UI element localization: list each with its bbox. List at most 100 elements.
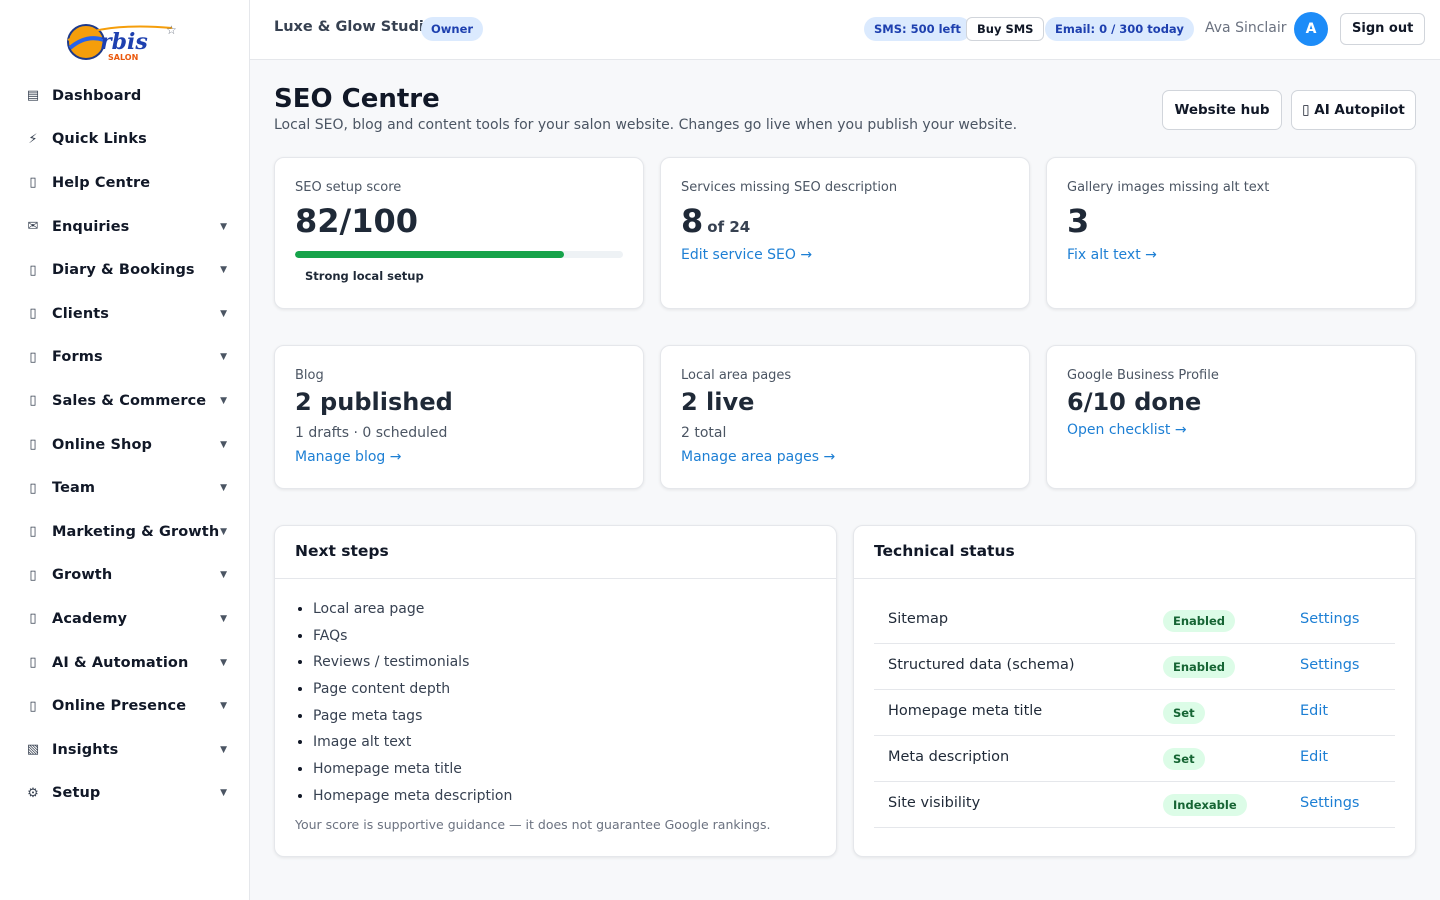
panel-title: Next steps	[295, 542, 389, 560]
sidebar-item-dashboard[interactable]: ▤ Dashboard	[0, 74, 249, 118]
sidebar-item-label: Academy	[52, 610, 128, 627]
sidebar-item-label: Sales & Commerce	[52, 392, 207, 409]
chevron-down-icon[interactable]: ▼	[220, 439, 227, 450]
chevron-down-icon[interactable]: ▼	[220, 265, 227, 276]
card-label: Google Business Profile	[1067, 368, 1219, 383]
help-centre-icon: ▯	[29, 175, 37, 191]
sidebar-item-insights[interactable]: ▧ Insights ▼	[0, 728, 249, 772]
next-step-item: Homepage meta title	[313, 759, 512, 786]
tech-item-name: Homepage meta title	[888, 703, 1043, 719]
chevron-down-icon[interactable]: ▼	[220, 352, 227, 363]
clients-icon: ▯	[29, 306, 37, 322]
orbis-salon-logo[interactable]: rbis SALON ☆	[64, 18, 184, 64]
chevron-down-icon[interactable]: ▼	[220, 395, 227, 406]
tech-action-link[interactable]: Edit	[1300, 749, 1329, 765]
chevron-down-icon[interactable]: ▼	[220, 744, 227, 755]
sidebar-item-clients[interactable]: ▯ Clients ▼	[0, 292, 249, 336]
sign-out-button[interactable]: Sign out	[1340, 13, 1426, 45]
services-missing-count: 8	[681, 202, 704, 240]
sms-balance-pill: SMS: 500 left	[864, 17, 971, 41]
star-icon: ☆	[166, 23, 177, 37]
online-presence-icon: ▯	[29, 698, 37, 714]
panel-title: Technical status	[874, 542, 1015, 560]
tech-action-link[interactable]: Edit	[1300, 703, 1329, 719]
sidebar-item-ai-automation[interactable]: ▯ AI & Automation ▼	[0, 641, 249, 685]
sidebar: rbis SALON ☆ ▤ Dashboard ⚡ Quick Links ▯ Help…	[0, 0, 250, 900]
ai-autopilot-button[interactable]: ▯ AI Autopilot	[1291, 90, 1416, 130]
sidebar-item-team[interactable]: ▯ Team ▼	[0, 466, 249, 510]
chevron-down-icon[interactable]: ▼	[220, 657, 227, 668]
chevron-down-icon[interactable]: ▼	[220, 221, 227, 232]
next-step-item: Homepage meta description	[313, 786, 512, 813]
blog-card: Blog 2 published 1 drafts · 0 scheduled …	[274, 345, 644, 489]
sidebar-item-sales-commerce[interactable]: ▯ Sales & Commerce ▼	[0, 379, 249, 423]
tech-item-name: Site visibility	[888, 795, 981, 811]
avatar[interactable]: A	[1294, 12, 1328, 46]
online-shop-icon: ▯	[29, 437, 37, 453]
tech-action-link[interactable]: Settings	[1300, 611, 1360, 627]
status-badge: Enabled	[1163, 610, 1236, 632]
sidebar-item-label: Quick Links	[52, 131, 147, 148]
next-step-item: FAQs	[313, 626, 512, 653]
edit-service-seo-link[interactable]: Edit service SEO →	[681, 247, 813, 263]
card-label: Services missing SEO description	[681, 180, 898, 195]
manage-blog-link[interactable]: Manage blog →	[295, 449, 402, 465]
tech-item-name: Meta description	[888, 749, 1010, 765]
sidebar-item-help-centre[interactable]: ▯ Help Centre	[0, 161, 249, 205]
tech-action-link[interactable]: Settings	[1300, 657, 1360, 673]
logo-sub: SALON	[108, 53, 138, 62]
sidebar-item-label: Dashboard	[52, 87, 142, 104]
manage-area-pages-link[interactable]: Manage area pages →	[681, 449, 836, 465]
setup-icon: ⚙	[27, 785, 39, 801]
studio-name: Luxe & Glow Studio	[274, 19, 434, 35]
services-total: of 24	[707, 218, 751, 236]
next-steps-list: Local area pageFAQsReviews / testimonial…	[313, 599, 512, 813]
sidebar-item-marketing-growth[interactable]: ▯ Marketing & Growth ▼	[0, 510, 249, 554]
marketing-growth-icon: ▯	[29, 524, 37, 540]
buy-sms-button[interactable]: Buy SMS	[966, 17, 1045, 41]
chevron-down-icon[interactable]: ▼	[220, 788, 227, 799]
sidebar-item-online-presence[interactable]: ▯ Online Presence ▼	[0, 684, 249, 728]
sidebar-item-label: Growth	[52, 567, 113, 584]
chevron-down-icon[interactable]: ▼	[220, 570, 227, 581]
sidebar-item-label: Team	[52, 480, 96, 497]
score-disclaimer: Your score is supportive guidance — it d…	[295, 817, 771, 832]
gallery-missing-value: 3	[1067, 202, 1090, 240]
status-badge: Indexable	[1163, 794, 1247, 816]
sidebar-item-online-shop[interactable]: ▯ Online Shop ▼	[0, 423, 249, 467]
chevron-down-icon[interactable]: ▼	[220, 613, 227, 624]
sidebar-item-enquiries[interactable]: ✉ Enquiries ▼	[0, 205, 249, 249]
sidebar-item-quick-links[interactable]: ⚡ Quick Links	[0, 118, 249, 162]
chevron-down-icon[interactable]: ▼	[220, 526, 227, 537]
role-badge: Owner	[421, 17, 484, 41]
blog-value: 2 published	[295, 388, 453, 416]
top-bar: Luxe & Glow Studio Owner SMS: 500 left B…	[250, 0, 1440, 60]
next-step-item: Image alt text	[313, 732, 512, 759]
sidebar-item-label: Enquiries	[52, 218, 130, 235]
website-hub-button[interactable]: Website hub	[1162, 90, 1282, 130]
diary-bookings-icon: ▯	[29, 262, 37, 278]
insights-icon: ▧	[26, 742, 40, 758]
email-quota-pill: Email: 0 / 300 today	[1045, 17, 1194, 41]
logo-text: rbis	[100, 29, 148, 55]
academy-icon: ▯	[29, 611, 37, 627]
forms-icon: ▯	[29, 349, 37, 365]
open-checklist-link[interactable]: Open checklist →	[1067, 422, 1187, 438]
chevron-down-icon[interactable]: ▼	[220, 308, 227, 319]
enquiries-icon: ✉	[27, 219, 39, 235]
chevron-down-icon[interactable]: ▼	[220, 483, 227, 494]
next-step-item: Page meta tags	[313, 706, 512, 733]
tech-action-link[interactable]: Settings	[1300, 795, 1360, 811]
page-subtitle: Local SEO, blog and content tools for yo…	[274, 117, 1018, 133]
divider	[275, 578, 836, 579]
sidebar-item-forms[interactable]: ▯ Forms ▼	[0, 336, 249, 380]
sidebar-nav: ▤ Dashboard ⚡ Quick Links ▯ Help Centre ✉ Enqui…	[0, 74, 249, 815]
fix-alt-text-link[interactable]: Fix alt text →	[1067, 247, 1157, 263]
sidebar-item-growth[interactable]: ▯ Growth ▼	[0, 554, 249, 598]
sidebar-item-diary-bookings[interactable]: ▯ Diary & Bookings ▼	[0, 248, 249, 292]
tech-item-name: Sitemap	[888, 611, 949, 627]
chevron-down-icon[interactable]: ▼	[220, 701, 227, 712]
sidebar-item-academy[interactable]: ▯ Academy ▼	[0, 597, 249, 641]
ai-automation-icon: ▯	[29, 655, 37, 671]
sidebar-item-setup[interactable]: ⚙ Setup ▼	[0, 772, 249, 816]
